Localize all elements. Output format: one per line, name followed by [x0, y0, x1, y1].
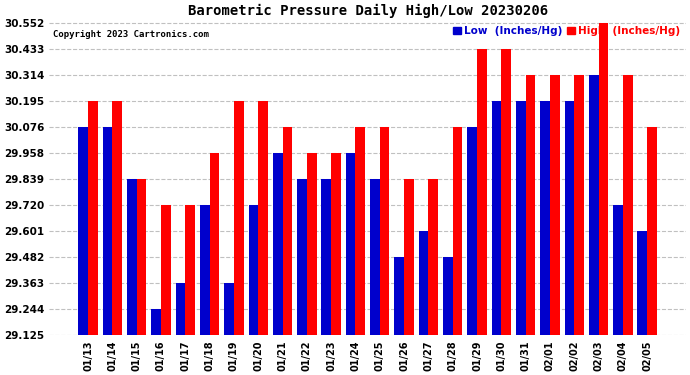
Bar — [613, 205, 623, 335]
Bar — [467, 127, 477, 335]
Bar — [234, 101, 244, 335]
Bar — [550, 75, 560, 335]
Bar — [346, 153, 355, 335]
Bar — [502, 49, 511, 335]
Bar — [647, 127, 657, 335]
Bar — [127, 179, 137, 335]
Bar — [307, 153, 317, 335]
Bar — [210, 153, 219, 335]
Bar — [161, 205, 170, 335]
Bar — [477, 49, 486, 335]
Bar — [79, 127, 88, 335]
Bar — [224, 283, 234, 335]
Bar — [370, 179, 380, 335]
Bar — [151, 309, 161, 335]
Bar — [88, 101, 98, 335]
Bar — [380, 127, 389, 335]
Bar — [186, 205, 195, 335]
Bar — [355, 127, 365, 335]
Bar — [638, 231, 647, 335]
Bar — [540, 101, 550, 335]
Bar — [598, 23, 609, 335]
Bar — [322, 179, 331, 335]
Bar — [419, 231, 428, 335]
Bar — [574, 75, 584, 335]
Bar — [103, 127, 112, 335]
Bar — [258, 101, 268, 335]
Bar — [453, 127, 462, 335]
Title: Barometric Pressure Daily High/Low 20230206: Barometric Pressure Daily High/Low 20230… — [188, 4, 548, 18]
Bar — [112, 101, 122, 335]
Legend: Low  (Inches/Hg), High  (Inches/Hg): Low (Inches/Hg), High (Inches/Hg) — [453, 26, 680, 36]
Bar — [428, 179, 438, 335]
Bar — [526, 75, 535, 335]
Bar — [404, 179, 414, 335]
Bar — [443, 257, 453, 335]
Bar — [248, 205, 258, 335]
Bar — [297, 179, 307, 335]
Bar — [137, 179, 146, 335]
Bar — [589, 75, 598, 335]
Bar — [175, 283, 186, 335]
Bar — [273, 153, 282, 335]
Bar — [564, 101, 574, 335]
Text: Copyright 2023 Cartronics.com: Copyright 2023 Cartronics.com — [52, 30, 208, 39]
Bar — [200, 205, 210, 335]
Bar — [331, 153, 341, 335]
Bar — [491, 101, 502, 335]
Bar — [623, 75, 633, 335]
Bar — [282, 127, 293, 335]
Bar — [395, 257, 404, 335]
Bar — [516, 101, 526, 335]
